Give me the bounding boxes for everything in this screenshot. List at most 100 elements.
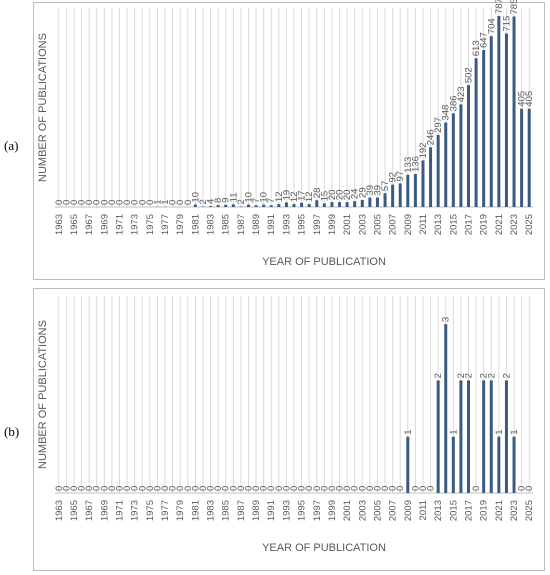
bar xyxy=(368,197,372,207)
x-tick-label: 1963 xyxy=(54,214,65,235)
data-label: 0 xyxy=(160,486,171,491)
data-label: 0 xyxy=(122,200,133,205)
x-tick-label: 1995 xyxy=(297,500,308,521)
data-label: 0 xyxy=(304,486,315,491)
data-label: 0 xyxy=(61,486,72,491)
data-label: 0 xyxy=(122,486,133,491)
bar xyxy=(277,204,281,207)
data-label: 29 xyxy=(357,187,368,198)
data-label: 0 xyxy=(297,486,308,491)
bar xyxy=(482,49,486,207)
x-tick-label: 1999 xyxy=(327,500,338,521)
data-label: 12 xyxy=(304,192,315,203)
data-label: 0 xyxy=(69,200,80,205)
data-label: 704 xyxy=(486,18,497,34)
bar xyxy=(504,33,508,208)
data-label: 2 xyxy=(433,373,444,378)
bar xyxy=(459,104,463,207)
x-tick-label: 1969 xyxy=(99,214,110,235)
data-label: 0 xyxy=(243,486,254,491)
x-axis-title: YEAR OF PUBLICATION xyxy=(262,256,386,268)
data-label: 1 xyxy=(494,429,505,434)
x-tick-label: 1977 xyxy=(160,500,171,521)
data-label: 2 xyxy=(501,373,512,378)
data-label: 0 xyxy=(114,486,125,491)
data-label: 0 xyxy=(183,200,194,205)
data-label: 3 xyxy=(441,317,452,322)
bar xyxy=(398,183,402,207)
data-label: 2 xyxy=(236,199,247,204)
data-label: 1 xyxy=(403,429,414,434)
x-tick-label: 2019 xyxy=(479,214,490,235)
x-tick-label: 2023 xyxy=(509,214,520,235)
data-label: 0 xyxy=(418,486,429,491)
bar xyxy=(224,204,228,207)
data-label: 20 xyxy=(342,190,353,201)
data-label: 0 xyxy=(92,486,103,491)
data-label: 0 xyxy=(137,200,148,205)
x-tick-label: 2005 xyxy=(372,500,383,521)
x-tick-label: 1973 xyxy=(130,214,141,235)
data-label: 405 xyxy=(517,91,528,107)
data-label: 8 xyxy=(213,198,224,203)
bar xyxy=(216,205,220,207)
data-label: 0 xyxy=(372,486,383,491)
bar xyxy=(474,58,478,207)
data-label: 0 xyxy=(213,486,224,491)
bar xyxy=(360,199,364,207)
data-label: 787 xyxy=(494,0,505,14)
bar xyxy=(284,202,288,207)
x-tick-label: 1975 xyxy=(145,214,156,235)
x-tick-label: 1971 xyxy=(114,500,125,521)
x-tick-label: 1977 xyxy=(160,214,171,235)
data-label: 0 xyxy=(190,486,201,491)
bar xyxy=(504,380,508,493)
bar xyxy=(413,173,417,207)
x-tick-label: 1967 xyxy=(84,214,95,235)
bar xyxy=(391,184,395,207)
data-label: 0 xyxy=(99,486,110,491)
x-tick-label: 1979 xyxy=(175,500,186,521)
data-label: 0 xyxy=(274,486,285,491)
bar xyxy=(330,202,334,207)
bar xyxy=(383,193,387,207)
x-tick-label: 1983 xyxy=(206,500,217,521)
data-label: 0 xyxy=(426,486,437,491)
bar xyxy=(375,197,379,207)
bar xyxy=(338,202,342,207)
x-axis-title: YEAR OF PUBLICATION xyxy=(262,542,386,554)
data-label: 7 xyxy=(251,198,262,203)
x-tick-label: 1979 xyxy=(175,214,186,235)
data-label: 0 xyxy=(221,486,232,491)
bar xyxy=(482,380,486,493)
data-label: 2 xyxy=(456,373,467,378)
bar xyxy=(262,204,266,207)
data-label: 133 xyxy=(403,157,414,173)
data-label: 297 xyxy=(433,117,444,133)
data-label: 0 xyxy=(92,200,103,205)
bar xyxy=(489,36,493,208)
data-label: 0 xyxy=(350,486,361,491)
data-label: 0 xyxy=(380,486,391,491)
data-label: 1 xyxy=(160,199,171,204)
bar xyxy=(489,380,493,493)
x-tick-label: 2017 xyxy=(464,500,475,521)
x-tick-label: 1989 xyxy=(251,214,262,235)
data-label: 20 xyxy=(327,190,338,201)
x-tick-label: 2007 xyxy=(388,214,399,235)
data-label: 0 xyxy=(69,486,80,491)
x-tick-label: 2021 xyxy=(494,214,505,235)
bar xyxy=(345,202,349,207)
data-label: 0 xyxy=(395,486,406,491)
data-label: 0 xyxy=(145,486,156,491)
x-tick-label: 2001 xyxy=(342,214,353,235)
data-label: 2 xyxy=(486,373,497,378)
data-label: 715 xyxy=(501,16,512,32)
x-tick-label: 1987 xyxy=(236,500,247,521)
bar xyxy=(527,108,531,207)
data-label: 0 xyxy=(517,486,528,491)
bar xyxy=(406,436,410,493)
x-tick-label: 2021 xyxy=(494,500,505,521)
data-label: 1 xyxy=(509,429,520,434)
